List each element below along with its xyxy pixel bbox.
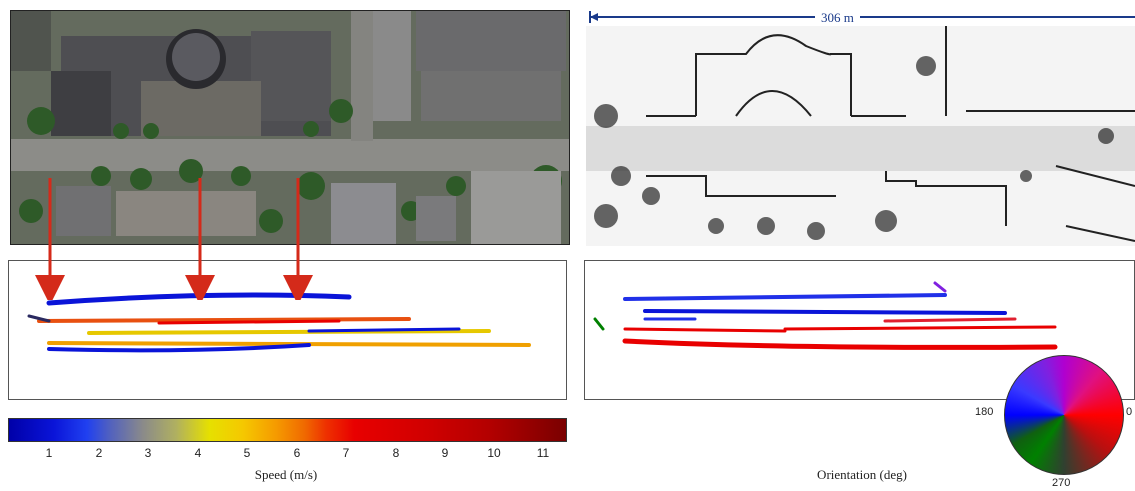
speed-tick: 1 <box>45 446 53 460</box>
lidar-map-drawing <box>586 26 1135 246</box>
speed-colorbar <box>8 418 567 442</box>
speed-tracks-panel <box>8 260 567 400</box>
scale-bar <box>589 11 1135 23</box>
scale-bar-label: 306 m <box>815 10 860 26</box>
aerial-photo-panel <box>10 10 570 245</box>
speed-tick: 7 <box>342 446 350 460</box>
speed-tick: 4 <box>194 446 202 460</box>
speed-tick: 5 <box>243 446 251 460</box>
correspondence-arrows <box>35 178 313 300</box>
orientation-label-bottom: 270 <box>1052 477 1071 489</box>
speed-tick: 2 <box>95 446 103 460</box>
orientation-label-left: 180 <box>975 406 994 418</box>
speed-tick: 6 <box>293 446 301 460</box>
orientation-wheel-title: Orientation (deg) <box>817 467 907 482</box>
speed-tick: 9 <box>441 446 449 460</box>
orientation-tracks-drawing <box>593 281 1058 350</box>
speed-colorbar-title: Speed (m/s) <box>254 467 318 482</box>
speed-tick: 10 <box>487 446 501 460</box>
orientation-label-right: 0 <box>1126 406 1133 418</box>
lidar-map-panel <box>586 26 1135 246</box>
speed-tick: 11 <box>536 446 550 460</box>
speed-tick: 8 <box>392 446 400 460</box>
speed-tick: 3 <box>144 446 152 460</box>
orientation-color-wheel <box>1004 355 1124 475</box>
aerial-photo-drawing <box>11 11 569 244</box>
